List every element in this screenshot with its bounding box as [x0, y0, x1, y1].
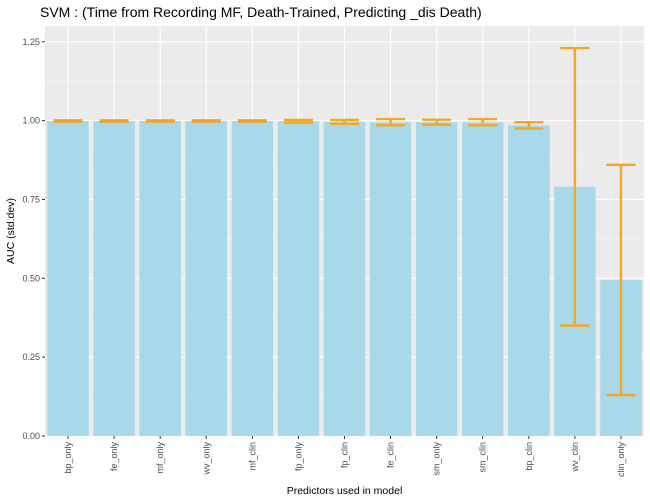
bar-fp_only [277, 121, 320, 436]
x-tick-label-bp_only: bp_only [63, 442, 73, 474]
bar-mf_only [139, 120, 181, 436]
bar-bp_only [47, 120, 89, 436]
x-tick-label-mf_clin: mf_clin [247, 442, 257, 471]
x-tick-label-fp_only: fp_only [293, 442, 303, 472]
y-tick-label: 0.00 [22, 431, 40, 441]
x-axis-title: Predictors used in model [287, 485, 403, 497]
y-tick-label: 0.25 [22, 352, 40, 362]
x-tick-label-bp_clin: bp_clin [524, 442, 534, 471]
x-tick-label-fe_only: fe_only [109, 442, 119, 472]
bar-mf_clin [231, 120, 274, 436]
y-tick-label: 0.75 [22, 194, 40, 204]
x-tick-label-sm_clin: sm_clin [478, 442, 488, 473]
x-tick-label-wv_only: wv_only [201, 442, 211, 476]
bar-sm_only [415, 122, 458, 436]
x-tick-label-clin_only: clin_only [616, 442, 626, 478]
bar-wv_only [185, 120, 228, 436]
y-tick-label: 1.00 [22, 116, 40, 126]
x-tick-label-fe_clin: fe_clin [386, 442, 396, 468]
x-tick-label-wv_clin: wv_clin [570, 442, 580, 473]
x-tick-label-fp_clin: fp_clin [340, 442, 350, 468]
bar-fe_only [93, 120, 135, 436]
bar-sm_clin [461, 122, 504, 436]
bar-fe_clin [369, 122, 412, 436]
chart-title: SVM : (Time from Recording MF, Death-Tra… [40, 4, 482, 20]
x-tick-label-mf_only: mf_only [155, 442, 165, 474]
bar-fp_clin [323, 121, 366, 436]
y-axis-title: AUC (std.dev) [5, 198, 17, 264]
x-tick-label-sm_only: sm_only [432, 442, 442, 476]
y-tick-label: 1.25 [22, 37, 40, 47]
y-tick-label: 0.50 [22, 273, 40, 283]
bar-bp_clin [508, 125, 550, 436]
